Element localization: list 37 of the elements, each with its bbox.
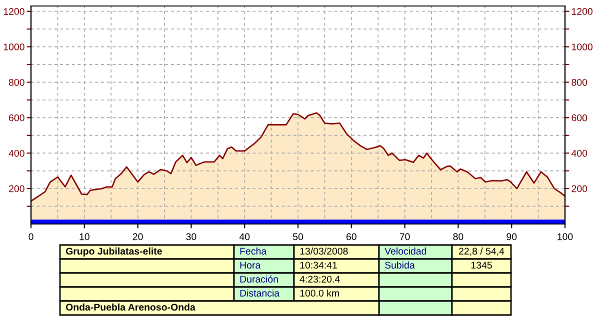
text: Duración [240,275,278,283]
y-tick-label: 1200 [4,8,24,15]
y-tick-label: 400 [8,150,24,157]
x-tick-label: 50 [292,233,304,240]
x-tick-label: 40 [239,233,250,240]
text: 1345 [471,262,492,269]
text: Distancia [240,289,280,297]
y2-tick-label: 600 [572,114,588,122]
text: Hora [240,262,261,269]
y2-tick-label: 800 [572,78,588,86]
x-tick-label: 80 [453,233,464,240]
text: 13/03/2008 [300,247,348,255]
y-tick-label: 1000 [4,44,24,50]
y2-tick-label: 400 [571,150,588,157]
text: 100.0 km [300,289,339,297]
x-tick-label: 70 [400,233,410,240]
text: Velocidad [384,247,426,255]
x-tick-label: 0 [28,233,34,240]
text: 22,8 / 54,4 [459,247,504,256]
x-tick-label: 60 [346,233,356,240]
text: Onda-Puebla Arenoso-Onda [66,303,196,311]
y-tick-label: 800 [8,78,24,86]
text: 10:34:41 [300,262,337,269]
y2-tick-label: 200 [572,185,588,192]
text: Grupo Jubilatas-elite [66,247,162,257]
y-tick-label: 200 [9,185,24,192]
x-tick-label: 30 [186,233,196,240]
y2-tick-label: 1000 [572,44,592,50]
text: Subida [385,261,415,269]
text: 4:23:20.4 [300,276,340,283]
y2-tick-label: 1200 [572,8,592,15]
x-tick-label: 20 [132,233,143,240]
x-tick-label: 90 [506,233,517,240]
y-tick-label: 600 [9,114,24,122]
x-tick-label: 100 [558,233,573,240]
text: Fecha [240,247,267,255]
x-tick-label: 10 [80,233,90,240]
